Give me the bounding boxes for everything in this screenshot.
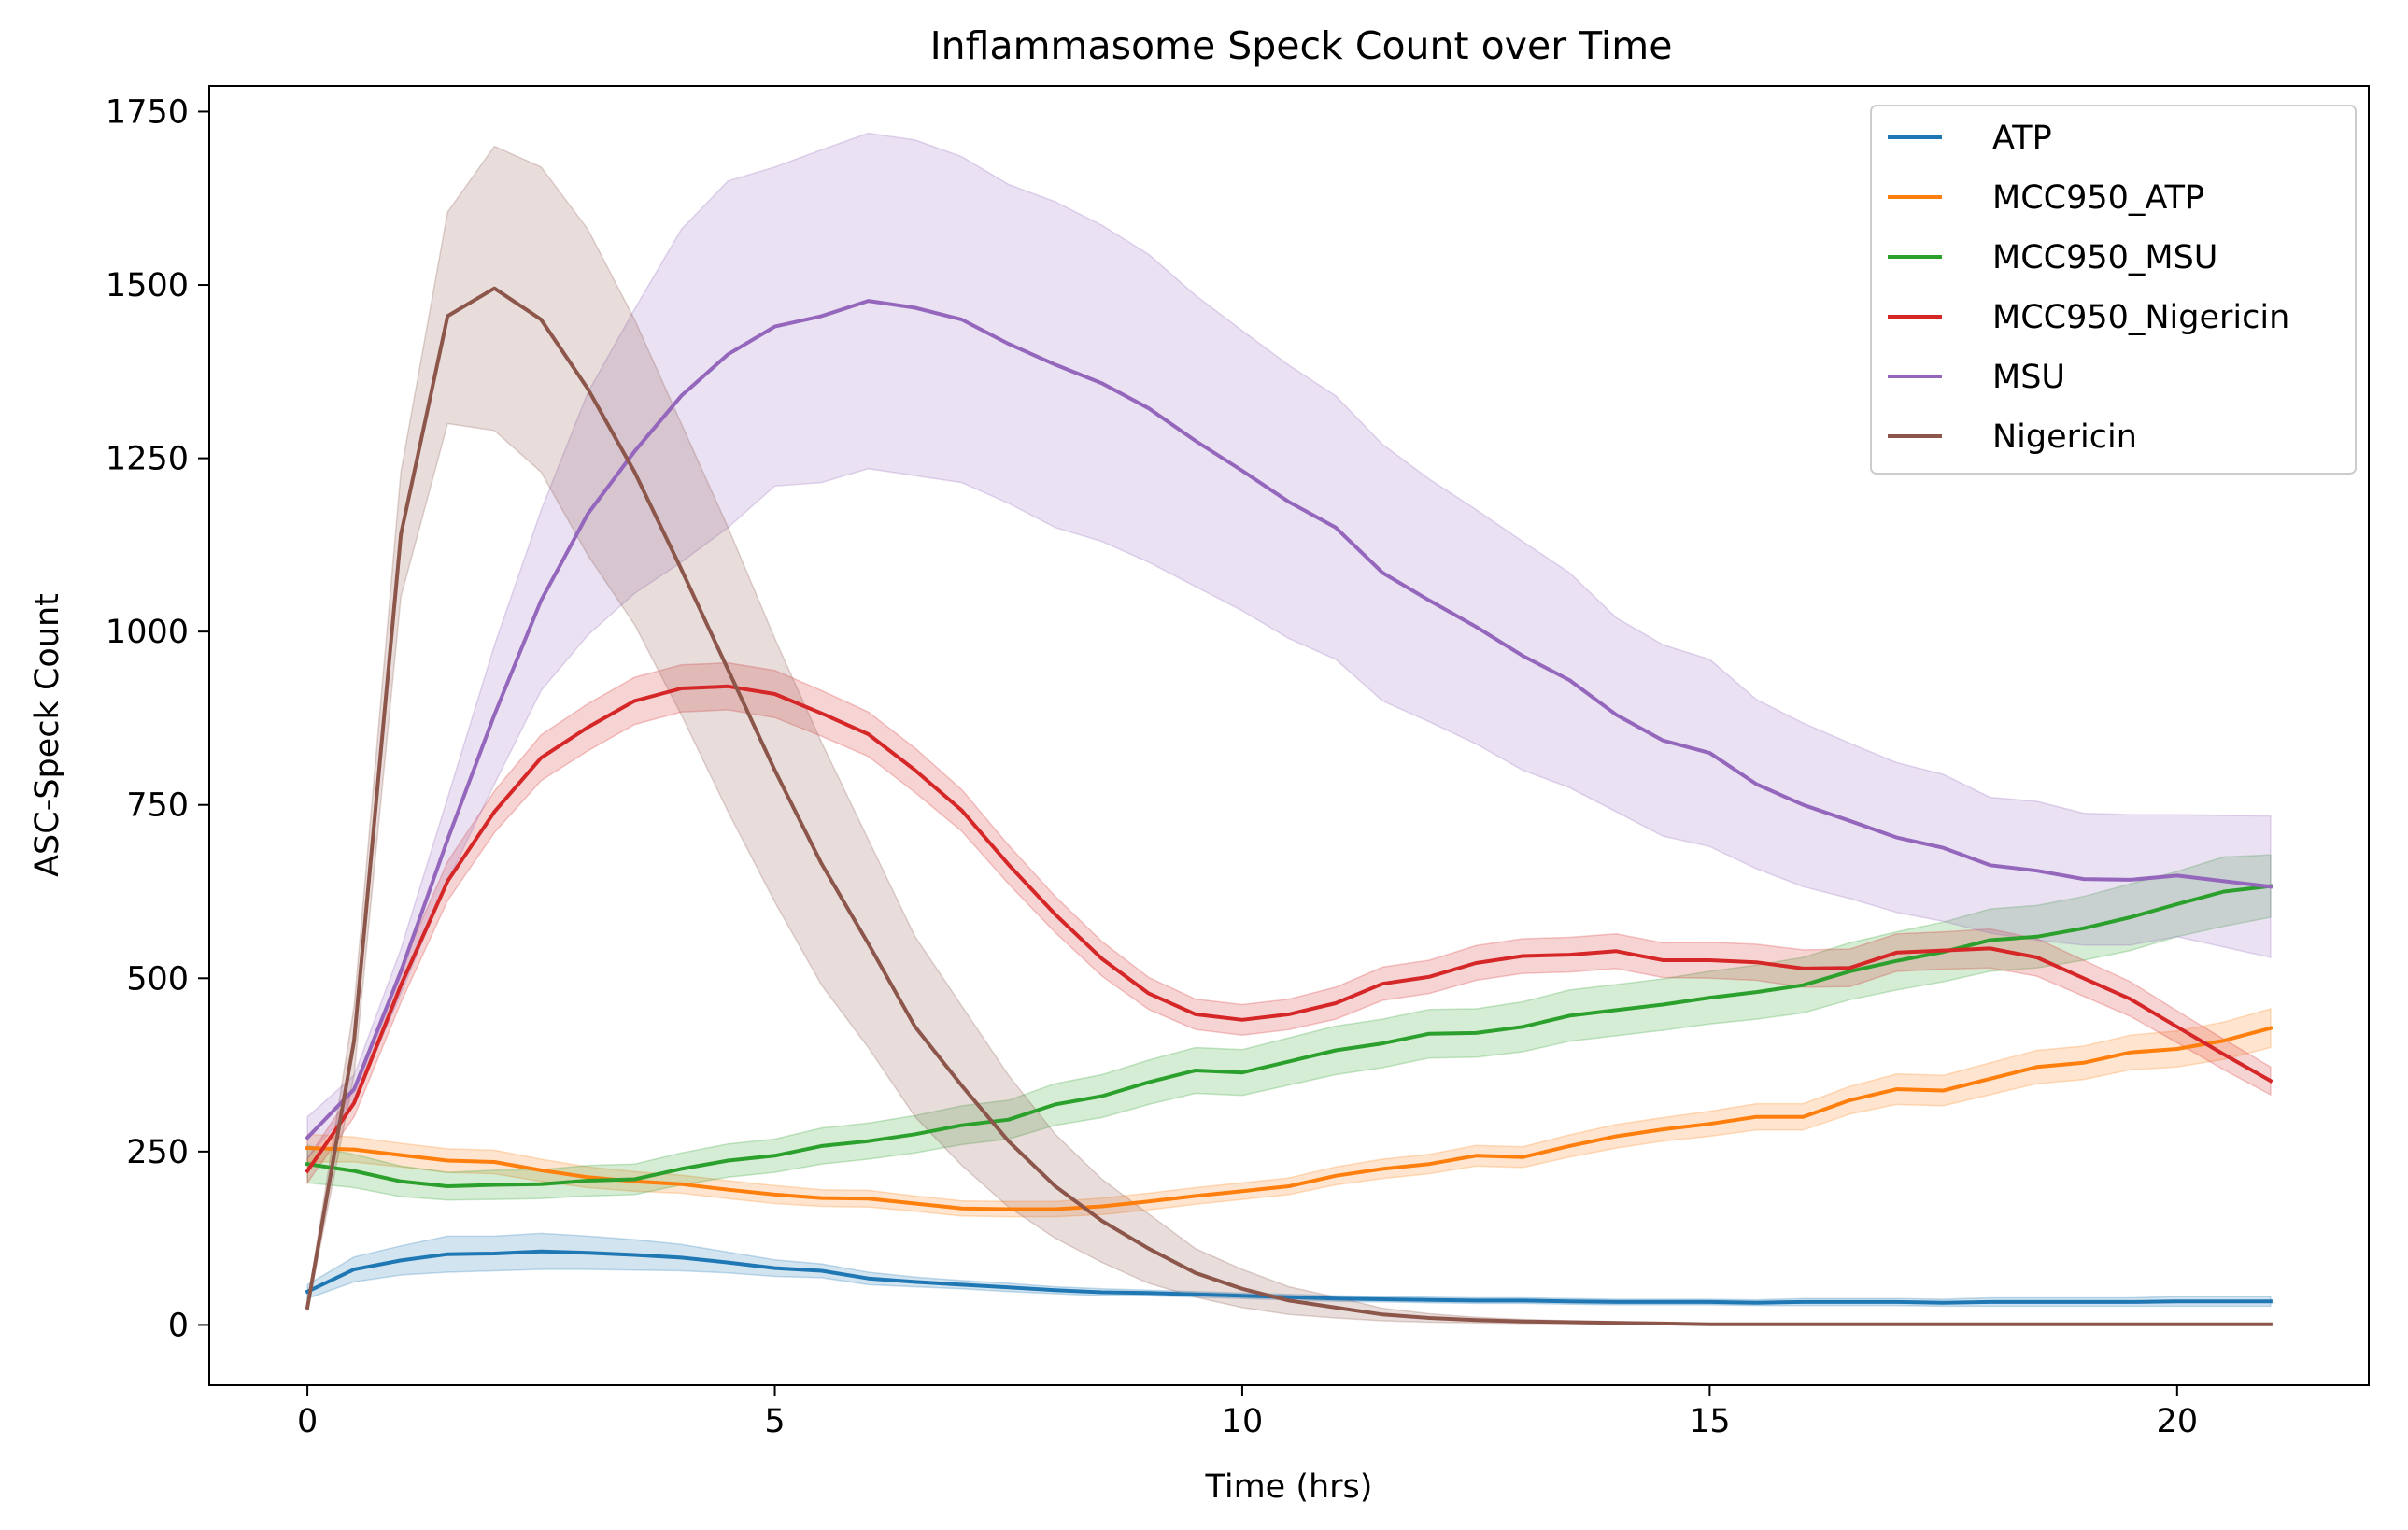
x-tick-label: 0 — [297, 1403, 318, 1440]
line-msu — [305, 299, 2273, 1140]
legend-frame — [1870, 105, 2357, 475]
y-tick-label: 1500 — [106, 267, 189, 305]
series-lines — [305, 286, 2273, 1326]
legend-label-mcc950-nigericin: MCC950_Nigericin — [1992, 299, 2289, 336]
y-tick-label: 250 — [126, 1134, 189, 1171]
y-tick-label: 1000 — [106, 614, 189, 651]
legend: ATP MCC950_ATP MCC950_MSU MCC950_Nigericin M… — [1870, 105, 2357, 475]
chart-title: Inflammasome Speck Count over Time — [930, 23, 1673, 68]
legend-label-atp: ATP — [1992, 120, 2052, 157]
band-msu — [306, 132, 2272, 1161]
band-mcc950-nigericin — [306, 661, 2272, 1185]
legend-label-nigericin: Nigericin — [1992, 418, 2137, 456]
band-mcc950-atp — [306, 1008, 2272, 1218]
x-tick-label: 10 — [1222, 1403, 1264, 1440]
plot-area-frame — [208, 85, 2370, 1386]
y-tick-label: 750 — [126, 787, 189, 825]
y-tick-label: 1250 — [106, 441, 189, 478]
y-tick-label: 0 — [168, 1307, 189, 1344]
line-nigericin — [305, 286, 2273, 1326]
legend-label-mcc950-msu: MCC950_MSU — [1992, 239, 2217, 276]
y-axis-label: ASC-Speck Count — [29, 593, 66, 877]
x-tick-label: 20 — [2157, 1403, 2199, 1440]
band-atp — [306, 1232, 2272, 1308]
legend-label-msu: MSU — [1992, 359, 2065, 396]
legend-label-mcc950-atp: MCC950_ATP — [1992, 179, 2204, 217]
y-axis-ticks: 0 250 500 750 1000 1250 1500 1750 — [106, 93, 209, 1344]
x-tick-label: 5 — [764, 1403, 785, 1440]
confidence-bands — [306, 132, 2272, 1326]
line-mcc950-nigericin — [305, 684, 2273, 1174]
x-tick-label: 15 — [1689, 1403, 1731, 1440]
x-axis-ticks: 0 5 10 15 20 — [297, 1385, 2198, 1440]
line-atp — [305, 1249, 2273, 1305]
line-mcc950-atp — [305, 1026, 2273, 1211]
y-tick-label: 500 — [126, 960, 189, 998]
x-axis-label: Time (hrs) — [1205, 1468, 1373, 1506]
y-tick-label: 1750 — [106, 93, 189, 131]
legend-entries: ATP MCC950_ATP MCC950_MSU MCC950_Nigericin M… — [1888, 120, 2289, 456]
